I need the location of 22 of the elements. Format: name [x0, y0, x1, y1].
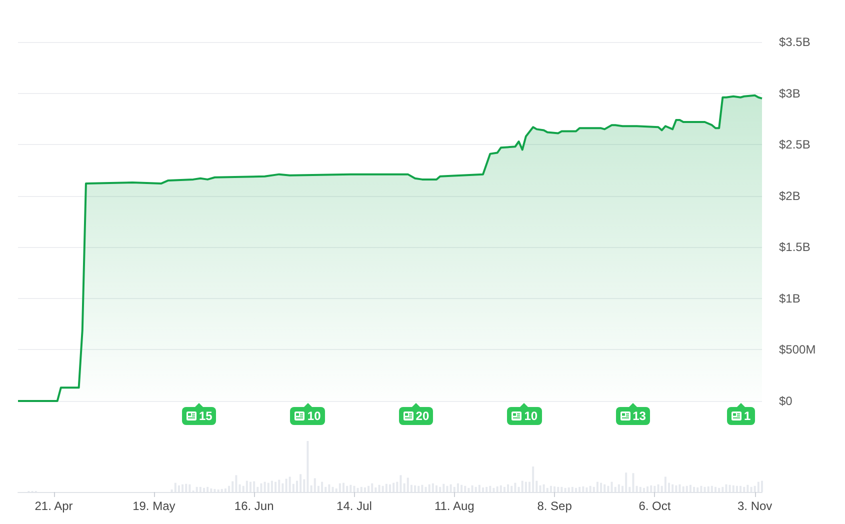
- text: 10: [524, 409, 538, 423]
- text: 15: [199, 409, 212, 423]
- text: 20: [416, 409, 430, 423]
- x-tick-label: 11. Aug: [434, 499, 474, 513]
- y-tick-label: $3.5B: [779, 35, 810, 49]
- text: 1: [744, 409, 751, 423]
- y-tick-label: $1.5B: [779, 240, 810, 254]
- y-tick-label: $0: [779, 394, 793, 408]
- text: 13: [632, 409, 646, 423]
- y-tick-label: $2B: [779, 188, 800, 203]
- x-tick-label: 6. Oct: [638, 499, 672, 513]
- x-tick-label: 8. Sep: [537, 499, 572, 513]
- y-tick-label: $500M: [779, 342, 816, 357]
- x-tick-label: 14. Jul: [336, 499, 372, 513]
- y-tick-label: $1B: [779, 291, 800, 306]
- x-tick-label: 19. May: [132, 499, 176, 513]
- y-tick-label: $3B: [779, 86, 800, 100]
- x-tick-label: 3. Nov: [738, 499, 772, 513]
- text: 10: [307, 409, 321, 423]
- y-tick-label: $2.5B: [779, 138, 810, 152]
- x-tick-label: 21. Apr: [34, 499, 73, 513]
- x-tick-label: 16. Jun: [234, 499, 274, 513]
